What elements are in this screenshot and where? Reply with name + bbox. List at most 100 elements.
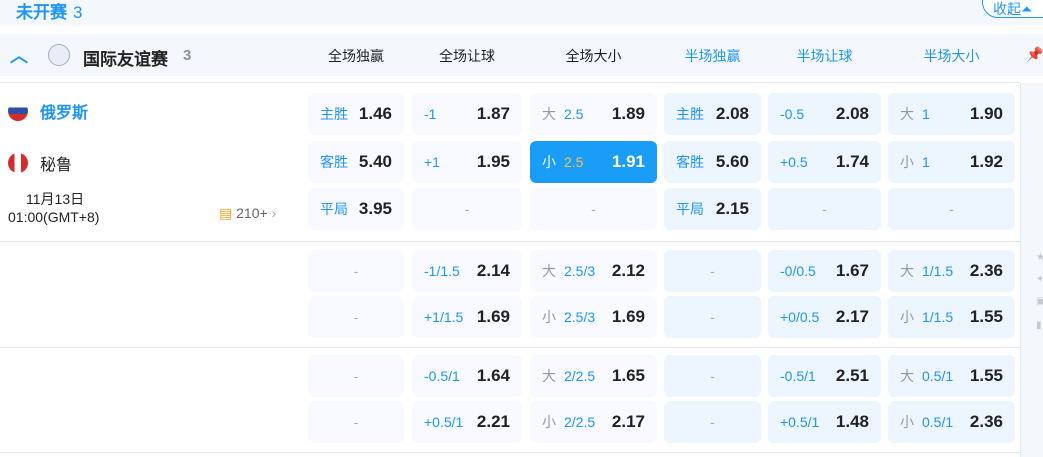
caret-up-icon: ⏶ (1021, 1, 1033, 17)
empty-mark: - (353, 263, 359, 279)
odds-cell[interactable]: +0.5/1 2.21 (412, 401, 522, 443)
match-time: 11月13日 01:00(GMT+8) (8, 191, 100, 225)
handicap-line: 0.5/1 (922, 368, 954, 384)
handicap-line: -1/1.5 (424, 263, 460, 279)
odds-cell[interactable]: 小 1 1.92 (888, 141, 1015, 183)
odds-cell[interactable]: 大 2.5/3 2.12 (530, 250, 657, 292)
odds-value: 2.15 (715, 199, 749, 218)
odds-cell[interactable]: 大 1/1.5 2.36 (888, 250, 1015, 292)
home-team[interactable]: 俄罗斯 (8, 99, 88, 123)
side-panel (1020, 83, 1043, 457)
odds-value: 2.12 (611, 261, 645, 280)
handicap-line: +1 (424, 154, 440, 170)
odds-cell-empty: - (664, 401, 761, 443)
away-team[interactable]: 秘鲁 (8, 151, 72, 175)
chevron-right-icon: › (271, 205, 277, 221)
odds-cell[interactable]: +0.5/1 1.48 (768, 401, 881, 443)
handicap-line: 2.5/3 (564, 309, 596, 325)
odds-cell[interactable]: -1 1.87 (412, 93, 522, 135)
odds-value: 1.46 (358, 104, 392, 123)
league-header: ︿ 国际友谊赛 3 全场独赢 全场让球 全场大小 半场独赢 半场让球 半场大小 📌 (0, 34, 1043, 76)
empty-mark: - (710, 263, 715, 279)
odds-cell[interactable]: -0.5/1 2.51 (768, 355, 881, 397)
odds-value: 1.65 (611, 366, 645, 385)
odds-cell[interactable]: +1/1.5 1.69 (412, 296, 522, 338)
odds-cell-empty: - (308, 355, 404, 397)
bet-label: 主胜 (676, 106, 704, 122)
empty-mark: - (822, 201, 827, 217)
section-header: 未开赛 3 (0, 0, 1043, 26)
odds-value: 2.36 (969, 261, 1003, 280)
odds-cell[interactable]: -0.5 2.08 (768, 93, 881, 135)
handicap-line: -1 (424, 106, 437, 122)
odds-value: 5.60 (715, 152, 749, 171)
pin-icon[interactable]: ✦ (1036, 274, 1043, 285)
more-markets-link[interactable]: ▤ 210+ › (219, 205, 277, 221)
bet-label: 小 (542, 154, 556, 170)
odds-cell[interactable]: 小 2/2.5 2.17 (530, 401, 657, 443)
odds-cell[interactable]: +0.5 1.74 (768, 141, 881, 183)
handicap-line: +0.5/1 (424, 414, 464, 430)
odds-cell[interactable]: 大 1 1.90 (888, 93, 1015, 135)
handicap-line: 2/2.5 (564, 414, 596, 430)
odds-value: 1.95 (476, 152, 510, 171)
handicap-line: 1 (922, 154, 930, 170)
divider (0, 82, 1020, 83)
odds-value: 1.74 (835, 152, 869, 171)
handicap-line: 0.5/1 (922, 414, 954, 430)
odds-cell[interactable]: +0/0.5 2.17 (768, 296, 881, 338)
odds-cell[interactable]: -0/0.5 1.67 (768, 250, 881, 292)
odds-cell[interactable]: 客胜 5.60 (664, 141, 761, 183)
empty-mark: - (353, 414, 359, 430)
league-count: 3 (183, 47, 192, 64)
odds-cell[interactable]: -0.5/1 1.64 (412, 355, 522, 397)
odds-cell[interactable]: +1 1.95 (412, 141, 522, 183)
odds-cell-empty: - (308, 401, 404, 443)
bet-label: 小 (900, 309, 914, 325)
bar-icon[interactable]: ▮ (1036, 320, 1042, 331)
odds-cell[interactable]: 小 0.5/1 2.36 (888, 401, 1015, 443)
odds-cell[interactable]: 小 2.5 1.91 (530, 141, 657, 183)
pin-icon[interactable]: 📌 (1026, 46, 1043, 62)
odds-value: 3.95 (358, 199, 392, 218)
odds-cell[interactable]: 主胜 1.46 (308, 93, 404, 135)
stats-icon[interactable]: ▣ (1036, 296, 1043, 307)
handicap-line: -0/0.5 (780, 263, 816, 279)
odds-value: 1.90 (969, 104, 1003, 123)
odds-value: 1.69 (611, 307, 645, 326)
odds-value: 2.36 (969, 412, 1003, 431)
odds-value: 1.67 (835, 261, 869, 280)
chevron-up-icon[interactable]: ︿ (10, 46, 28, 66)
empty-mark: - (591, 201, 596, 217)
odds-cell[interactable]: 大 2.5 1.89 (530, 93, 657, 135)
odds-cell[interactable]: 客胜 5.40 (308, 141, 404, 183)
odds-cell[interactable]: 平局 2.15 (664, 188, 761, 230)
odds-cell[interactable]: -1/1.5 2.14 (412, 250, 522, 292)
handicap-line: -0.5 (780, 106, 805, 122)
column-header: 全场大小 (565, 48, 622, 64)
odds-cell[interactable]: 平局 3.95 (308, 188, 404, 230)
column-header: 半场大小 (923, 48, 980, 64)
odds-cell[interactable]: 主胜 2.08 (664, 93, 761, 135)
bet-label: 平局 (320, 201, 348, 217)
odds-cell[interactable]: 大 0.5/1 1.55 (888, 355, 1015, 397)
league-name: 国际友谊赛 (83, 50, 168, 69)
section-count: 3 (73, 3, 83, 22)
divider (0, 347, 1020, 348)
odds-value: 1.89 (611, 104, 645, 123)
odds-value: 1.55 (969, 366, 1003, 385)
odds-cell[interactable]: 小 2.5/3 1.69 (530, 296, 657, 338)
handicap-line: -0.5/1 (424, 368, 460, 384)
odds-cell-empty: - (530, 188, 657, 230)
odds-cell[interactable]: 小 1/1.5 1.55 (888, 296, 1015, 338)
odds-value: 2.17 (611, 412, 645, 431)
bet-label: 小 (542, 414, 556, 430)
odds-cell-empty: - (308, 296, 404, 338)
odds-value: 2.14 (476, 261, 510, 280)
column-header: 全场让球 (439, 48, 495, 64)
bet-label: 大 (542, 106, 556, 122)
empty-mark: - (710, 368, 715, 384)
odds-cell[interactable]: 大 2/2.5 1.65 (530, 355, 657, 397)
collapse-button[interactable]: 收起⏶ (982, 0, 1043, 18)
star-icon[interactable]: ★ (1036, 252, 1043, 263)
